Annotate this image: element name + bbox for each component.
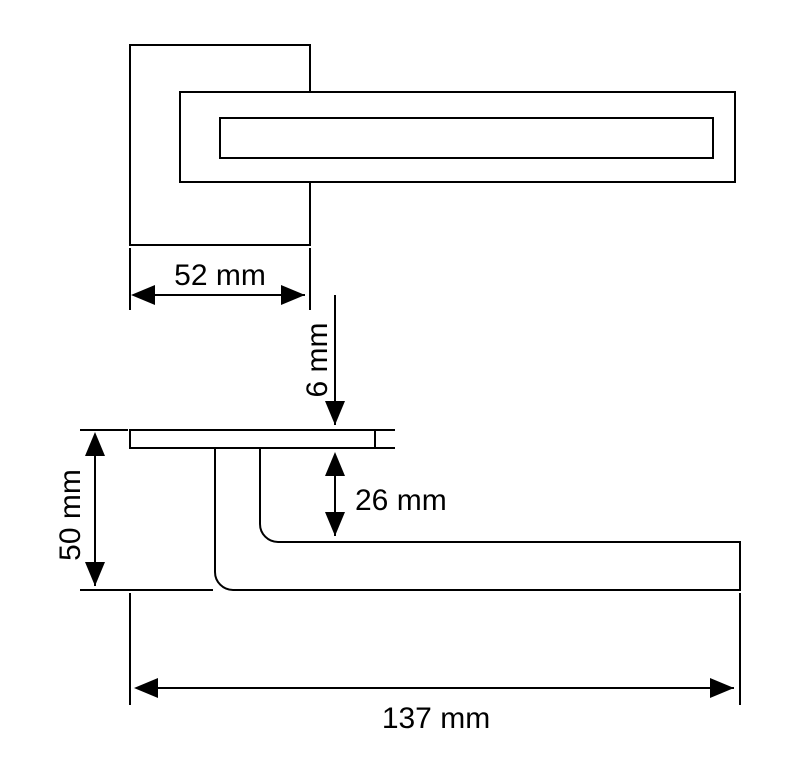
handle-profile	[215, 448, 740, 590]
dimension-drawing: 52 mm 6 mm 50 mm 26 mm 137 mm	[0, 0, 797, 773]
top-view	[130, 45, 735, 245]
dim-6mm-label: 6 mm	[301, 323, 334, 398]
dim-6mm: 6 mm	[301, 295, 395, 448]
side-plate	[130, 430, 375, 448]
dim-26mm-label: 26 mm	[355, 484, 447, 517]
dim-52mm-label: 52 mm	[174, 259, 266, 292]
dim-26mm: 26 mm	[320, 456, 447, 542]
dim-50mm: 50 mm	[54, 430, 213, 590]
handle-outer	[180, 92, 735, 182]
dim-52mm: 52 mm	[130, 248, 310, 310]
dim-137mm: 137 mm	[130, 593, 740, 735]
dim-137mm-label: 137 mm	[382, 702, 490, 735]
dim-50mm-label: 50 mm	[54, 469, 87, 561]
